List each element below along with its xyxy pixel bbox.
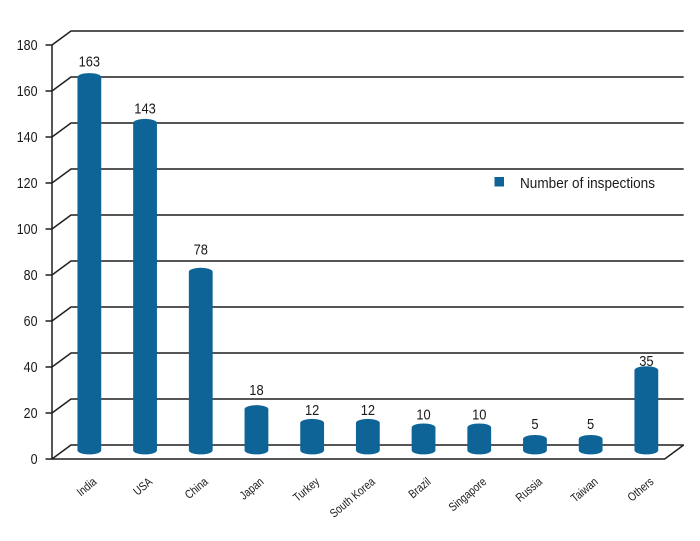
svg-text:10: 10 — [416, 406, 431, 423]
svg-text:78: 78 — [194, 240, 209, 257]
svg-text:143: 143 — [134, 100, 156, 117]
svg-text:18: 18 — [249, 381, 264, 398]
svg-text:60: 60 — [24, 313, 38, 329]
svg-text:40: 40 — [24, 359, 38, 375]
svg-text:12: 12 — [361, 401, 376, 418]
svg-text:12: 12 — [305, 401, 320, 418]
svg-text:180: 180 — [17, 37, 38, 53]
svg-text:120: 120 — [17, 175, 38, 191]
svg-text:140: 140 — [17, 129, 38, 145]
svg-text:0: 0 — [31, 451, 38, 467]
svg-text:100: 100 — [17, 221, 38, 237]
svg-text:Number of inspections: Number of inspections — [520, 175, 655, 192]
svg-text:5: 5 — [531, 415, 538, 432]
svg-text:80: 80 — [24, 267, 38, 283]
svg-text:35: 35 — [639, 352, 654, 369]
svg-text:10: 10 — [472, 406, 487, 423]
svg-text:163: 163 — [79, 53, 101, 70]
svg-text:160: 160 — [17, 83, 38, 99]
svg-text:20: 20 — [24, 405, 38, 421]
svg-text:5: 5 — [587, 415, 594, 432]
